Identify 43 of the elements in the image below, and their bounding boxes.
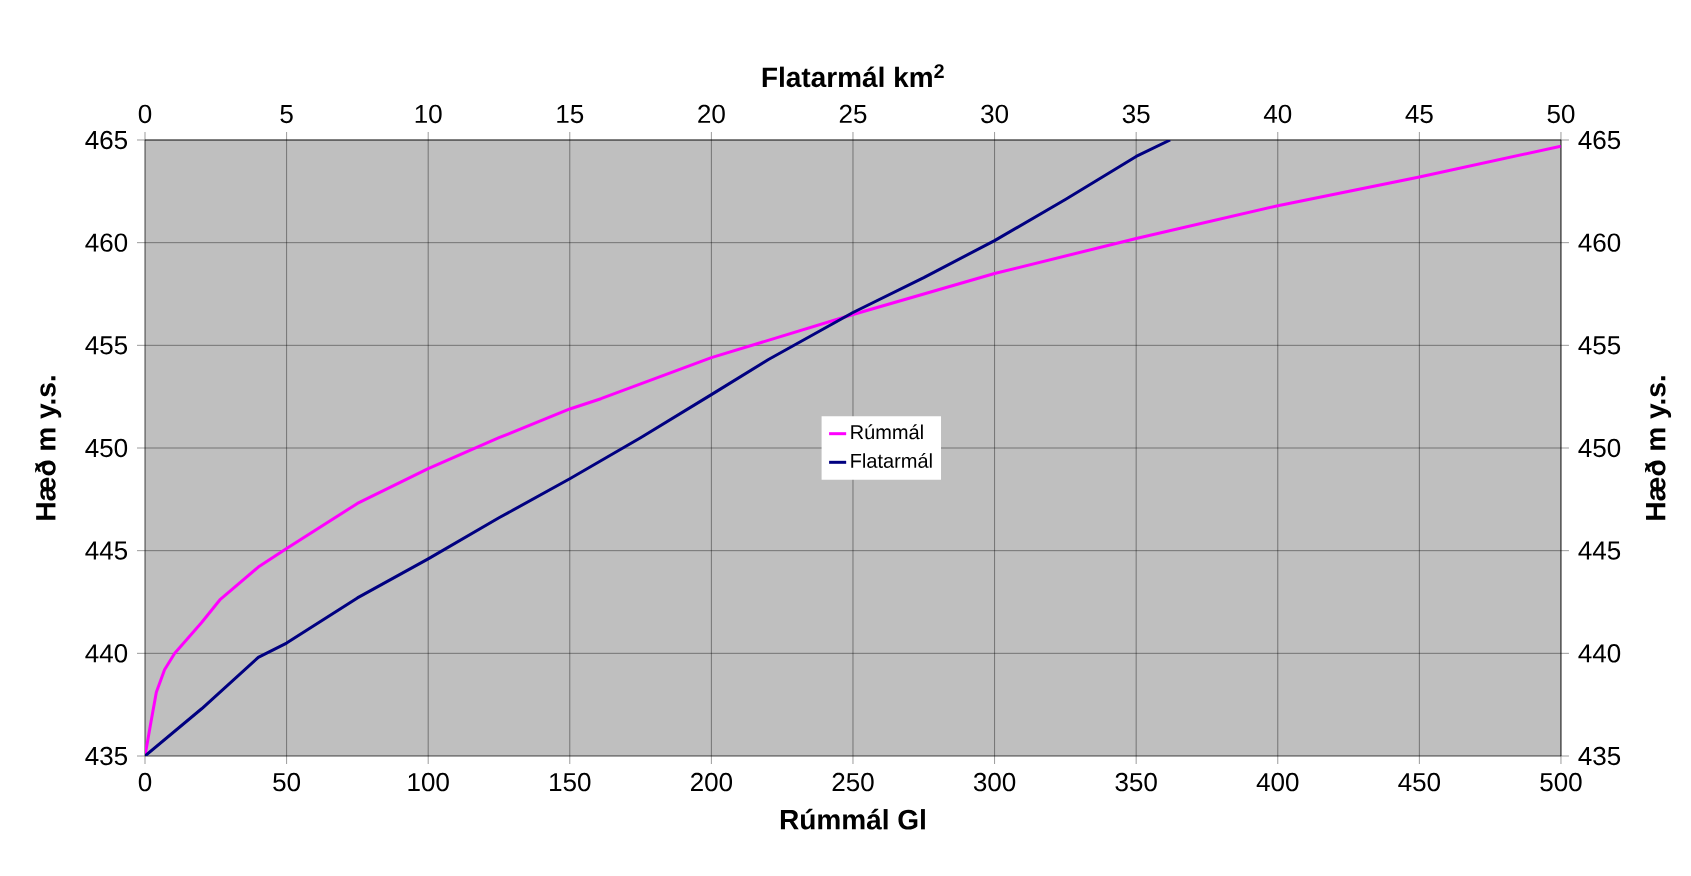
x2-tick-label: 0 bbox=[138, 104, 152, 124]
y2-tick-label: 435 bbox=[1578, 746, 1621, 766]
x2-tick-label: 50 bbox=[1547, 104, 1575, 124]
x-tick-label: 250 bbox=[832, 772, 874, 792]
legend-label: Rúmmál bbox=[851, 424, 923, 440]
y-tick-label: 465 bbox=[85, 130, 128, 150]
y-tick-label: 450 bbox=[85, 438, 128, 458]
x2-tick-label: 25 bbox=[839, 104, 867, 124]
x2-tick-label: 40 bbox=[1263, 104, 1292, 124]
x-tick-label: 200 bbox=[691, 772, 733, 792]
x-tick-label: 450 bbox=[1398, 772, 1441, 792]
x2-tick-label: 5 bbox=[280, 104, 293, 124]
y-tick-label: 455 bbox=[85, 336, 128, 355]
x2-tick-label: 30 bbox=[981, 104, 1009, 124]
x-tick-label: 0 bbox=[138, 772, 152, 792]
y2-tick-label: 460 bbox=[1578, 233, 1621, 252]
x2-axis-title: Flatarmál km$^{2}$ bbox=[762, 64, 944, 88]
y2-tick-label: 440 bbox=[1578, 644, 1621, 663]
x-tick-label: 50 bbox=[273, 772, 301, 792]
x-tick-label: 350 bbox=[1115, 772, 1157, 792]
y2-tick-label: 455 bbox=[1578, 336, 1621, 355]
x2-tick-label: 15 bbox=[557, 104, 584, 124]
x-tick-label: 300 bbox=[973, 772, 1016, 792]
x-tick-label: 400 bbox=[1256, 772, 1299, 792]
line-series bbox=[145, 144, 1561, 756]
legend-label: Flatarmál bbox=[851, 453, 932, 468]
y-axis-title: Hæð m y.s. bbox=[34, 376, 62, 520]
x2-tick-label: 35 bbox=[1122, 104, 1150, 124]
y-tick-label: 460 bbox=[85, 233, 128, 252]
y2-tick-label: 465 bbox=[1578, 130, 1621, 150]
x2-tick-label: 20 bbox=[698, 104, 725, 124]
y-tick-label: 435 bbox=[85, 746, 128, 766]
x-tick-label: 500 bbox=[1540, 772, 1582, 792]
y2-tick-label: 450 bbox=[1578, 438, 1621, 458]
x-tick-label: 150 bbox=[550, 772, 591, 792]
y2-tick-label: 445 bbox=[1578, 541, 1621, 560]
x-tick-label: 100 bbox=[408, 772, 449, 792]
y-tick-label: 440 bbox=[85, 644, 128, 663]
x2-tick-label: 10 bbox=[415, 104, 442, 124]
x2-tick-label: 45 bbox=[1405, 104, 1433, 124]
y-tick-label: 445 bbox=[85, 541, 128, 560]
x-axis-title: Rúmmál Gl bbox=[780, 808, 925, 830]
y2-axis-title: Hæð m y.s. bbox=[1644, 376, 1672, 520]
